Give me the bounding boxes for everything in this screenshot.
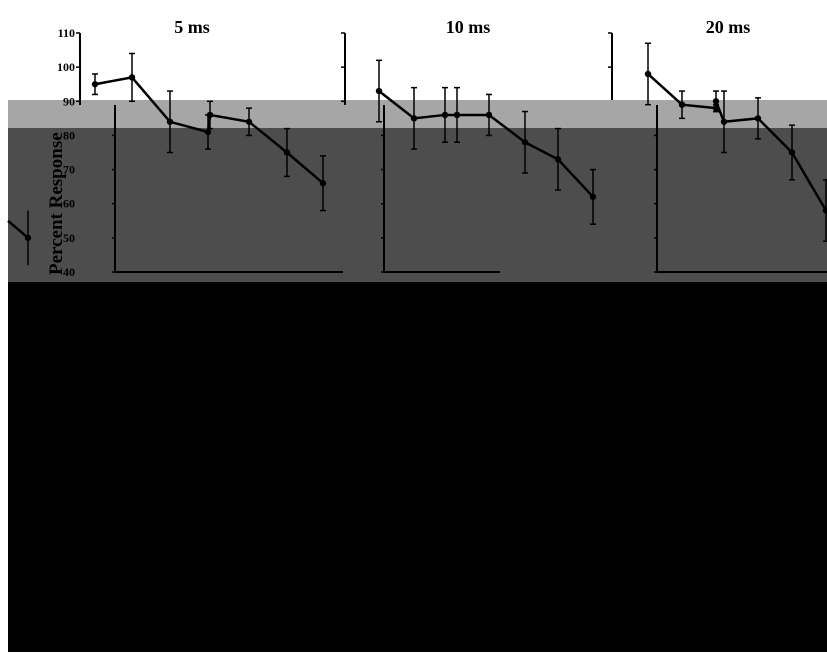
y-tick-label: 110	[58, 26, 75, 40]
data-point	[712, 98, 720, 105]
y-tick-label: 100	[57, 60, 75, 74]
black-occlusion-block	[8, 282, 827, 652]
y-tick-label: 50	[63, 231, 75, 245]
y-tick-label: 80	[63, 128, 75, 142]
panel-title-5ms: 5 ms	[174, 17, 210, 37]
y-tick-labels: 40 50 60 70 80 90 100 110	[57, 26, 75, 279]
data-point	[441, 111, 449, 119]
data-point	[204, 128, 212, 136]
data-point	[283, 149, 291, 156]
data-point	[554, 156, 562, 163]
data-point	[206, 111, 214, 119]
data-point	[644, 70, 652, 78]
data-point	[166, 118, 174, 125]
data-point	[375, 87, 383, 95]
data-point	[453, 111, 461, 119]
y-tick-label: 90	[63, 94, 75, 108]
data-point	[822, 207, 827, 214]
data-series	[7, 42, 827, 266]
series-line	[94, 76, 324, 185]
data-point	[245, 118, 253, 125]
y-axis-label: Percent Response	[46, 132, 67, 275]
light-gray-band	[8, 100, 827, 128]
data-point	[720, 118, 728, 125]
axes	[76, 32, 827, 273]
data-point	[410, 115, 418, 122]
data-point	[91, 81, 99, 88]
data-point	[319, 180, 327, 187]
panel-title-10ms: 10 ms	[446, 17, 491, 37]
data-point	[678, 101, 686, 108]
series-line	[378, 90, 594, 198]
y-tick-label: 40	[63, 265, 75, 279]
data-point	[521, 139, 529, 146]
data-point	[24, 234, 32, 242]
series-line-partial	[7, 219, 29, 239]
data-point	[754, 115, 762, 122]
dark-gray-band	[8, 128, 827, 282]
data-point	[589, 193, 597, 201]
y-tick-label: 70	[63, 163, 75, 177]
panel-title-20ms: 20 ms	[706, 17, 751, 37]
data-point	[485, 111, 493, 119]
data-point	[788, 149, 796, 156]
data-point	[128, 74, 136, 81]
y-tick-label: 60	[63, 197, 75, 211]
series-line	[647, 73, 827, 212]
